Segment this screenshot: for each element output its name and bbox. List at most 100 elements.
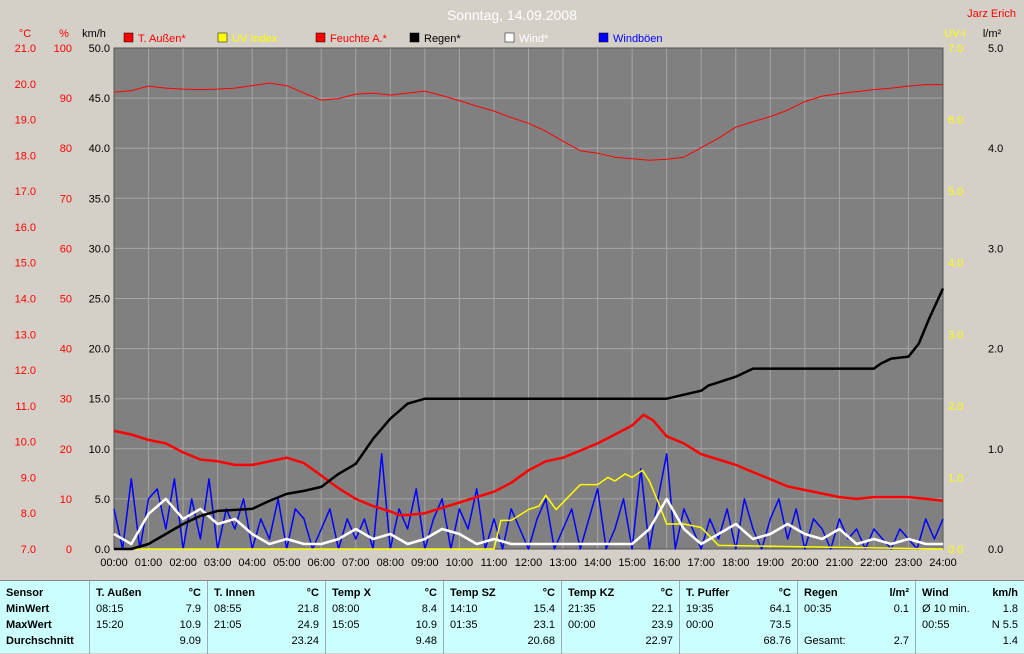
stats-average: 1.4: [1002, 635, 1018, 647]
temp-axis-tick-label: 8.0: [21, 508, 36, 520]
stats-row-label: MinWert: [6, 603, 50, 615]
stats-row-labels: Sensor MinWert MaxWert Durchschnitt: [0, 581, 89, 654]
x-tick-label: 18:00: [722, 557, 750, 569]
stats-max-value: 23.9: [651, 619, 673, 631]
humidity-axis-tick-label: 30: [60, 394, 72, 406]
uv-axis-tick-label: 2.0: [948, 401, 963, 413]
x-tick-label: 04:00: [238, 557, 266, 569]
temp-axis-tick-label: 7.0: [21, 544, 36, 556]
temp-axis-tick-label: 11.0: [15, 401, 36, 413]
stats-average: 9.48: [415, 635, 437, 647]
temp-axis-tick-label: 21.0: [15, 43, 36, 55]
wind-axis-tick-label: 10.0: [89, 444, 110, 456]
x-tick-label: 24:00: [929, 557, 957, 569]
temp-axis-tick-label: 18.0: [15, 150, 36, 162]
stats-row-label: Durchschnitt: [6, 635, 74, 647]
temp-axis-tick-label: 9.0: [21, 472, 36, 484]
x-tick-label: 08:00: [377, 557, 405, 569]
stats-min-time: 19:35: [686, 603, 714, 615]
stats-max-time: 00:00: [686, 619, 714, 631]
stats-sensor-name: T. Außen: [96, 587, 142, 599]
x-tick-label: 10:00: [446, 557, 474, 569]
chart-title: Sonntag, 14.09.2008: [447, 7, 577, 23]
stats-sensor-name: Regen: [804, 587, 838, 599]
x-tick-label: 13:00: [549, 557, 577, 569]
wind-axis-tick-label: 15.0: [89, 394, 110, 406]
stats-average: 68.76: [763, 635, 791, 647]
x-tick-label: 02:00: [169, 557, 197, 569]
rain-axis-unit-label: l/m²: [983, 28, 1002, 40]
wind-axis-tick-label: 35.0: [89, 193, 110, 205]
x-tick-label: 21:00: [826, 557, 854, 569]
stats-max-time: 01:35: [450, 619, 478, 631]
stats-min-time: 21:35: [568, 603, 596, 615]
x-tick-label: 15:00: [618, 557, 646, 569]
x-tick-label: 17:00: [687, 557, 715, 569]
legend-swatch: [315, 32, 326, 43]
humidity-axis-tick-label: 10: [60, 494, 72, 506]
stats-max-value: N 5.5: [991, 619, 1018, 631]
rain-axis-tick-label: 0.0: [988, 544, 1003, 556]
legend-swatch: [504, 32, 515, 43]
uv-axis-tick-label: 5.0: [948, 186, 963, 198]
chart-author: Jarz Erich: [967, 8, 1016, 20]
humidity-axis-tick-label: 60: [60, 243, 72, 255]
stats-unit: °C: [306, 587, 319, 599]
legend-swatch: [409, 32, 420, 43]
wind-axis-unit-label: km/h: [82, 28, 106, 40]
statistics-table: Sensor MinWert MaxWert Durchschnitt T. Außen…: [0, 580, 1024, 654]
stats-unit: °C: [660, 587, 673, 599]
stats-max-time: 15:20: [96, 619, 124, 631]
stats-column: Temp SZ °C 14:10 15.4 01:35 23.1 20.68: [443, 581, 561, 654]
wind-axis-tick-label: 40.0: [89, 143, 110, 155]
legend-label: Windböen: [613, 33, 663, 45]
x-tick-label: 03:00: [204, 557, 232, 569]
stats-max-time: 21:05: [214, 619, 242, 631]
legend: T. Außen* UV Index Feuchte A.* Regen* Wind* W…: [123, 32, 663, 45]
stats-max-value: 23.1: [533, 619, 555, 631]
humidity-axis-tick-label: 70: [60, 193, 72, 205]
stats-sensor-name: T. Innen: [214, 587, 255, 599]
wind-axis-tick-label: 50.0: [89, 43, 110, 55]
stats-sensor-name: Temp KZ: [568, 587, 615, 599]
wind-axis-tick-label: 5.0: [95, 494, 110, 506]
wind-axis-tick-label: 25.0: [89, 294, 110, 306]
series-line-regen: [114, 287, 945, 551]
series-line-wind: [113, 497, 943, 546]
x-tick-label: 06:00: [307, 557, 335, 569]
uv-axis-tick-label: 4.0: [948, 258, 963, 270]
stats-sensor-name: Temp SZ: [450, 587, 496, 599]
legend-label: Regen*: [424, 33, 461, 45]
stats-sensor-name: Temp X: [332, 587, 371, 599]
temp-axis-tick-label: 17.0: [15, 186, 36, 198]
temp-axis-tick-label: 12.0: [15, 365, 36, 377]
x-tick-label: 14:00: [584, 557, 612, 569]
series-line-feuchte-a: [113, 82, 943, 161]
stats-min-value: 0.1: [893, 603, 909, 615]
stats-column: Temp X °C 08:00 8.4 15:05 10.9 9.48: [325, 581, 443, 654]
axes: 7.0 8.0 9.0 10.0 11.0 12.0 13.0 14.0 15.0 16.0 17.…: [15, 28, 1004, 569]
stats-average: 23.24: [291, 635, 319, 647]
humidity-axis-tick-label: 40: [60, 344, 72, 356]
stats-max-time: 15:05: [332, 619, 360, 631]
stats-unit: °C: [778, 587, 791, 599]
x-tick-label: 16:00: [653, 557, 681, 569]
stats-min-value: 1.8: [1002, 603, 1018, 615]
stats-min-value: 21.8: [297, 603, 319, 615]
stats-unit: l/m²: [889, 587, 909, 599]
weather-chart: Sonntag, 14.09.2008 Jarz Erich 7.0 8.0 9.0…: [15, 7, 1016, 569]
stats-row-label: Sensor: [6, 587, 44, 599]
x-tick-label: 05:00: [273, 557, 301, 569]
stats-column: Wind km/h Ø 10 min. 1.8 00:55 N 5.5 1.4: [915, 581, 1024, 654]
stats-average: 20.68: [527, 635, 555, 647]
rain-axis-tick-label: 4.0: [988, 143, 1003, 155]
x-tick-label: 01:00: [135, 557, 163, 569]
uv-axis-tick-label: 1.0: [948, 472, 963, 484]
stats-unit: °C: [542, 587, 555, 599]
rain-axis-tick-label: 3.0: [988, 243, 1003, 255]
stats-column: T. Außen °C 08:15 7.9 15:20 10.9 9.09: [89, 581, 207, 654]
temp-axis-tick-label: 10.0: [15, 437, 36, 449]
humidity-axis-tick-label: 50: [60, 294, 72, 306]
humidity-axis-tick-label: 100: [54, 43, 72, 55]
temp-axis-tick-label: 13.0: [15, 329, 36, 341]
